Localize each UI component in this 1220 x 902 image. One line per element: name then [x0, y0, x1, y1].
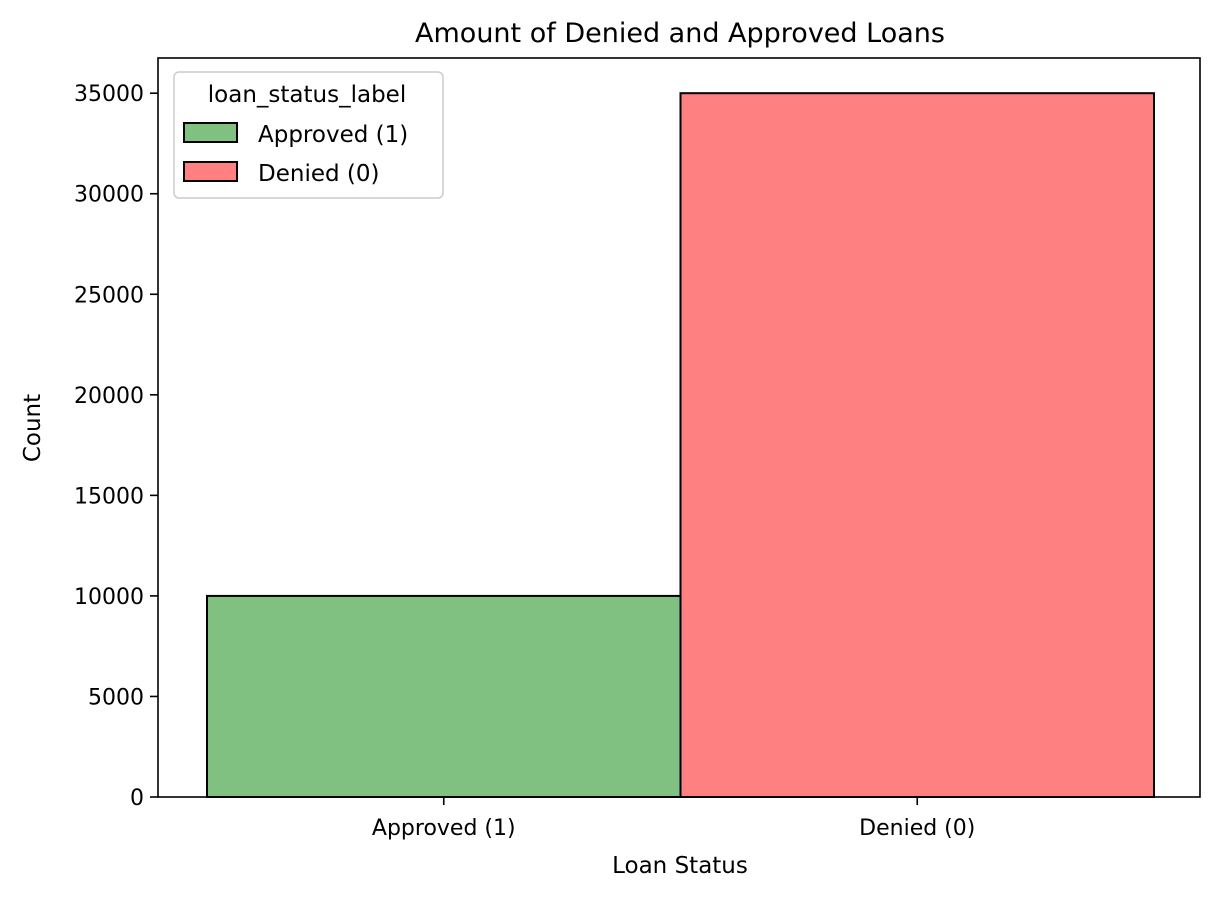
- chart-title: Amount of Denied and Approved Loans: [415, 18, 945, 49]
- bar-approved-1: [206, 594, 682, 798]
- x-axis-ticks: Approved (1) Denied (0): [372, 797, 975, 841]
- legend-swatch-approved-1: [183, 122, 238, 143]
- y-tick-label: 20000: [74, 384, 144, 409]
- y-axis-ticks: 0 5000 10000 15000 20000 25000 30000 35000: [74, 82, 158, 811]
- bars-layer: [206, 92, 1155, 798]
- bar-denied-0: [679, 92, 1155, 798]
- y-tick-label: 5000: [88, 685, 144, 710]
- x-tick-label: Approved (1): [372, 816, 516, 841]
- y-tick-label: 30000: [74, 183, 144, 208]
- y-tick-label: 10000: [74, 585, 144, 610]
- y-tick-label: 15000: [74, 484, 144, 509]
- y-tick-label: 0: [130, 786, 144, 811]
- legend-entries: Approved (1) Denied (0): [183, 122, 408, 187]
- legend-label-approved-1: Approved (1): [258, 122, 408, 148]
- legend-label-denied-0: Denied (0): [258, 161, 379, 187]
- y-tick-label: 35000: [74, 82, 144, 107]
- y-tick-label: 25000: [74, 283, 144, 308]
- legend-swatch-denied-0: [183, 161, 238, 182]
- legend-box: [173, 71, 444, 199]
- x-tick-label: Denied (0): [859, 816, 975, 841]
- x-axis-label: Loan Status: [612, 853, 748, 879]
- legend: loan_status_label Approved (1) Denied (0): [173, 71, 444, 199]
- plot-frame: [157, 57, 1201, 798]
- legend-title: loan_status_label: [208, 82, 406, 108]
- y-axis-label: Count: [20, 394, 46, 462]
